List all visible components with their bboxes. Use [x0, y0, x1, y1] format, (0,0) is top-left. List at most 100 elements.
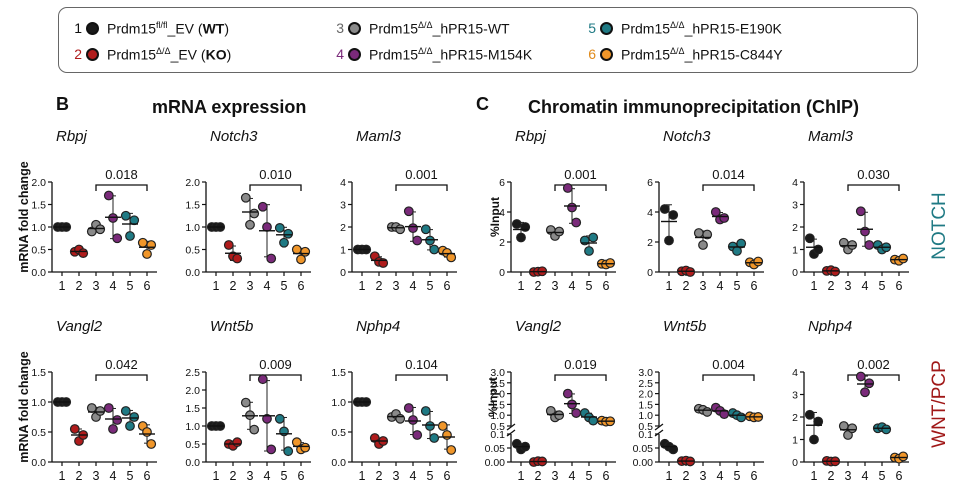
data-point [103, 403, 114, 413]
data-point [108, 424, 118, 434]
x-tick-label: 3 [700, 279, 707, 293]
x-tick-label: 4 [264, 279, 271, 293]
x-tick-label: 5 [879, 469, 886, 483]
y-tick-label: 2 [340, 222, 346, 234]
data-point [395, 413, 406, 424]
y-tick-label: 3.0 [638, 367, 653, 379]
data-point [129, 215, 140, 226]
data-point [223, 240, 234, 250]
data-point [232, 437, 243, 448]
data-point [120, 210, 131, 221]
legend-label: Prdm15Δ/Δ_hPR15-E190K [621, 20, 782, 37]
x-tick-label: 1 [359, 279, 366, 293]
legend-label: Prdm15Δ/Δ_hPR15-C844Y [621, 46, 783, 63]
x-tick-label: 2 [230, 469, 237, 483]
x-tick-label: 1 [59, 279, 66, 293]
significance-bracket [249, 184, 302, 191]
y-tick-label: 0.5 [185, 245, 200, 257]
data-point [584, 246, 594, 256]
data-point [736, 238, 747, 249]
data-point [125, 231, 135, 241]
data-point [898, 253, 909, 264]
y-tick-label: 0.0 [185, 267, 200, 279]
data-point [864, 240, 875, 250]
gene-title: Rbpj [56, 128, 87, 145]
y-tick-label: 2.0 [638, 389, 653, 401]
y-tick-label: 1.5 [490, 399, 505, 411]
data-point [420, 406, 431, 416]
x-tick-label: 3 [93, 279, 100, 293]
axis-break [506, 423, 516, 431]
y-tick-label: 4 [499, 207, 505, 219]
legend-marker [86, 47, 99, 61]
data-point [516, 232, 526, 243]
data-point [588, 232, 599, 243]
data-point [120, 406, 131, 416]
y-tick-label: 1.0 [185, 421, 200, 433]
x-tick-label: 4 [717, 279, 724, 293]
data-point [240, 192, 251, 203]
y-tick-label: 0.5 [185, 439, 200, 451]
x-tick-label: 5 [127, 469, 134, 483]
data-point [719, 213, 730, 223]
y-tick-label: 4 [340, 177, 346, 189]
data-point [232, 253, 243, 264]
data-point [429, 244, 440, 255]
data-point [412, 235, 423, 246]
significance-bracket [847, 184, 900, 191]
x-tick-label: 2 [230, 279, 237, 293]
data-point [257, 201, 268, 212]
x-tick-label: 5 [879, 279, 886, 293]
title-mrna: mRNA expression [152, 97, 307, 117]
x-tick-label: 1 [666, 279, 673, 293]
significance-bracket [702, 374, 755, 381]
x-tick-label: 1 [359, 469, 366, 483]
x-tick-label: 4 [569, 279, 576, 293]
y-tick-label: 1.5 [638, 399, 653, 411]
y-tick-label: 1.0 [31, 397, 46, 409]
data-point [108, 213, 118, 223]
p-value-label: 0.001 [564, 167, 597, 182]
x-tick-label: 6 [751, 469, 758, 483]
y-tick-label: 0.0 [331, 457, 346, 469]
x-tick-label: 3 [393, 469, 400, 483]
data-point [446, 445, 457, 455]
p-value-label: 0.002 [857, 357, 890, 372]
y-tick-label: 2.0 [490, 389, 505, 401]
p-value-label: 0.014 [712, 167, 745, 182]
data-point [881, 424, 892, 435]
y-tick-label: 4 [647, 207, 653, 219]
legend-label: Prdm15fl/fl_EV (WT) [107, 20, 229, 37]
x-tick-label: 6 [603, 279, 610, 293]
data-point [442, 430, 452, 440]
p-value-label: 0.030 [857, 167, 890, 182]
significance-bracket [395, 184, 448, 191]
y-tick-label: 3 [340, 200, 346, 212]
y-tick-label: 0.5 [31, 427, 46, 439]
x-tick-label: 3 [247, 469, 254, 483]
gene-title: Notch3 [663, 128, 711, 145]
legend-item-2: 2 Prdm15Δ/Δ_EV (KO) [70, 46, 231, 63]
legend-number: 3 [336, 20, 344, 37]
y-tick-label: 0.0 [185, 457, 200, 469]
x-tick-label: 5 [281, 279, 288, 293]
data-point [429, 433, 440, 443]
data-point [300, 442, 311, 453]
x-tick-label: 6 [298, 469, 305, 483]
x-tick-label: 6 [444, 279, 451, 293]
legend-item-5: 5 Prdm15Δ/Δ_hPR15-E190K [584, 20, 782, 37]
data-point [860, 226, 870, 237]
x-tick-label: 1 [811, 469, 818, 483]
y-tick-label: 1.5 [185, 200, 200, 212]
data-point [446, 252, 457, 263]
data-point [605, 258, 616, 268]
data-point [847, 240, 858, 250]
legend-marker [600, 47, 613, 61]
x-tick-label: 1 [213, 469, 220, 483]
p-value-label: 0.018 [105, 167, 138, 182]
data-point [142, 427, 152, 437]
data-point [249, 208, 260, 219]
y-tick-label: 0.00 [633, 457, 654, 469]
y-tick-label: 0 [792, 267, 798, 279]
x-tick-label: 2 [76, 469, 83, 483]
